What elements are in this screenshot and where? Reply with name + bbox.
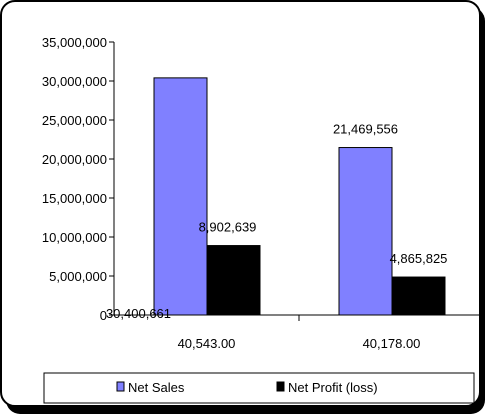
y-ticks: 0 5,000,000 10,000,000 15,000,000 20,000,000… (42, 35, 114, 323)
bar-net-sales (338, 147, 393, 316)
legend-swatch-net-profit (276, 381, 285, 392)
data-label: 30,400,661 (106, 306, 171, 321)
y-tick-label: 35,000,000 (42, 35, 107, 50)
y-tick-label: 10,000,000 (42, 230, 107, 245)
y-tick-label: 25,000,000 (42, 113, 107, 128)
x-ticks: 40,543.00 40,178.00 (178, 336, 421, 351)
bars (153, 77, 446, 316)
data-label: 8,902,639 (199, 220, 257, 235)
legend: Net Sales Net Profit (loss) (43, 372, 475, 404)
y-tick-label: 20,000,000 (42, 152, 107, 167)
bar-net-profit (206, 245, 261, 316)
x-tick-label: 40,178.00 (363, 336, 421, 351)
y-tick-label: 0 (100, 308, 107, 323)
y-tick-label: 5,000,000 (49, 269, 107, 284)
data-labels: 30,400,661 8,902,639 21,469,556 4,865,825 (106, 122, 447, 321)
legend-swatch-net-sales (116, 381, 125, 392)
bar-net-sales (153, 77, 208, 316)
data-label: 21,469,556 (333, 122, 398, 137)
y-tick-label: 30,000,000 (42, 74, 107, 89)
legend-label-net-profit: Net Profit (loss) (288, 380, 378, 395)
legend-label-net-sales: Net Sales (128, 380, 185, 395)
legend-box (43, 372, 475, 404)
data-label: 4,865,825 (390, 251, 448, 266)
bar-net-profit (391, 276, 446, 316)
y-tick-label: 15,000,000 (42, 191, 107, 206)
x-tick-label: 40,543.00 (178, 336, 236, 351)
